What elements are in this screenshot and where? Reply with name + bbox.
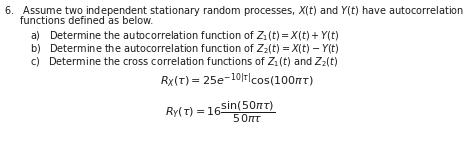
Text: functions defined as below.: functions defined as below. [20,16,153,26]
Text: b)   Determine the autocorrelation function of $Z_2(t) = X(t) - Y(t)$: b) Determine the autocorrelation functio… [30,42,340,56]
Text: 6.   Assume two independent stationary random processes, $X(t)$ and $Y(t)$ have : 6. Assume two independent stationary ran… [4,4,464,18]
Text: $R_X(\tau) = 25e^{-10|\tau|}\mathrm{cos}(100\pi\tau)$: $R_X(\tau) = 25e^{-10|\tau|}\mathrm{cos}… [160,72,314,90]
Text: $R_Y(\tau) = 16\dfrac{\sin(50\pi\tau)}{50\pi\tau}$: $R_Y(\tau) = 16\dfrac{\sin(50\pi\tau)}{5… [165,100,275,125]
Text: a)   Determine the autocorrelation function of $Z_1(t) = X(t) + Y(t)$: a) Determine the autocorrelation functio… [30,29,339,43]
Text: c)   Determine the cross correlation functions of $Z_1(t)$ and $Z_2(t)$: c) Determine the cross correlation funct… [30,55,338,69]
